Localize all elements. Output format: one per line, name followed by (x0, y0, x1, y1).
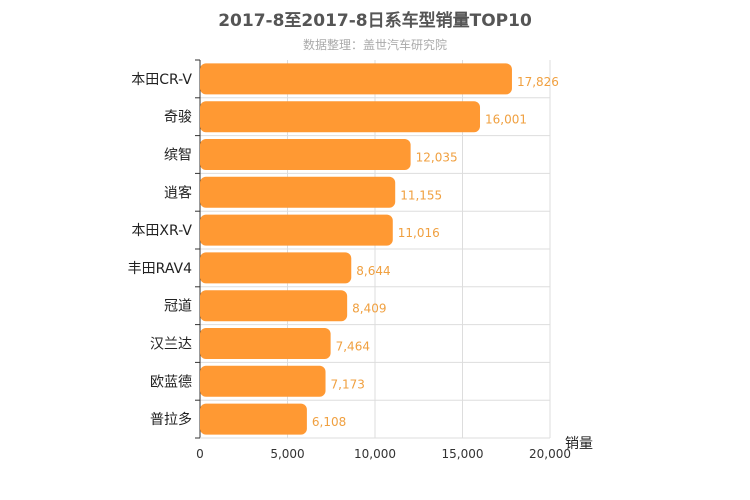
x-tick-label: 20,000 (529, 447, 571, 461)
value-label: 8,409 (352, 302, 386, 316)
category-label: 缤智 (164, 148, 192, 164)
category-label: 奇骏 (164, 109, 192, 126)
category-label: 本田XR-V (131, 223, 192, 239)
value-label: 6,108 (312, 415, 346, 429)
value-label: 12,035 (416, 151, 458, 165)
bar (200, 365, 326, 397)
x-tick-label: 5,000 (270, 447, 304, 461)
chart-title: 2017-8至2017-8日系车型销量TOP10 (218, 11, 532, 31)
category-label: 普拉多 (150, 411, 192, 428)
value-label: 17,826 (517, 75, 559, 89)
category-label: 冠道 (164, 299, 192, 315)
bar (200, 63, 512, 95)
bar (200, 101, 481, 133)
x-tick-label: 15,000 (442, 447, 484, 461)
value-label: 7,464 (336, 340, 370, 354)
x-tick-label: 10,000 (354, 447, 396, 461)
bar (200, 139, 411, 170)
category-label: 汉兰达 (150, 337, 192, 353)
value-label: 11,155 (400, 188, 442, 202)
category-label: 丰田RAV4 (128, 261, 192, 277)
chart-subtitle: 数据整理：盖世汽车研究院 (302, 38, 447, 52)
value-label: 16,001 (485, 113, 527, 127)
bar (200, 252, 352, 284)
value-label: 11,016 (398, 226, 440, 240)
bar (200, 290, 348, 322)
category-label: 欧蓝德 (150, 374, 192, 390)
value-label: 8,644 (356, 264, 390, 278)
x-tick-label: 0 (196, 447, 204, 461)
value-label: 7,173 (331, 377, 365, 391)
category-label: 逍客 (164, 184, 192, 201)
bar (200, 214, 393, 246)
x-axis-title: 销量 (565, 436, 593, 452)
bar (200, 403, 307, 435)
bar (200, 176, 396, 208)
bar (200, 328, 331, 359)
category-label: 本田CR-V (131, 72, 192, 88)
